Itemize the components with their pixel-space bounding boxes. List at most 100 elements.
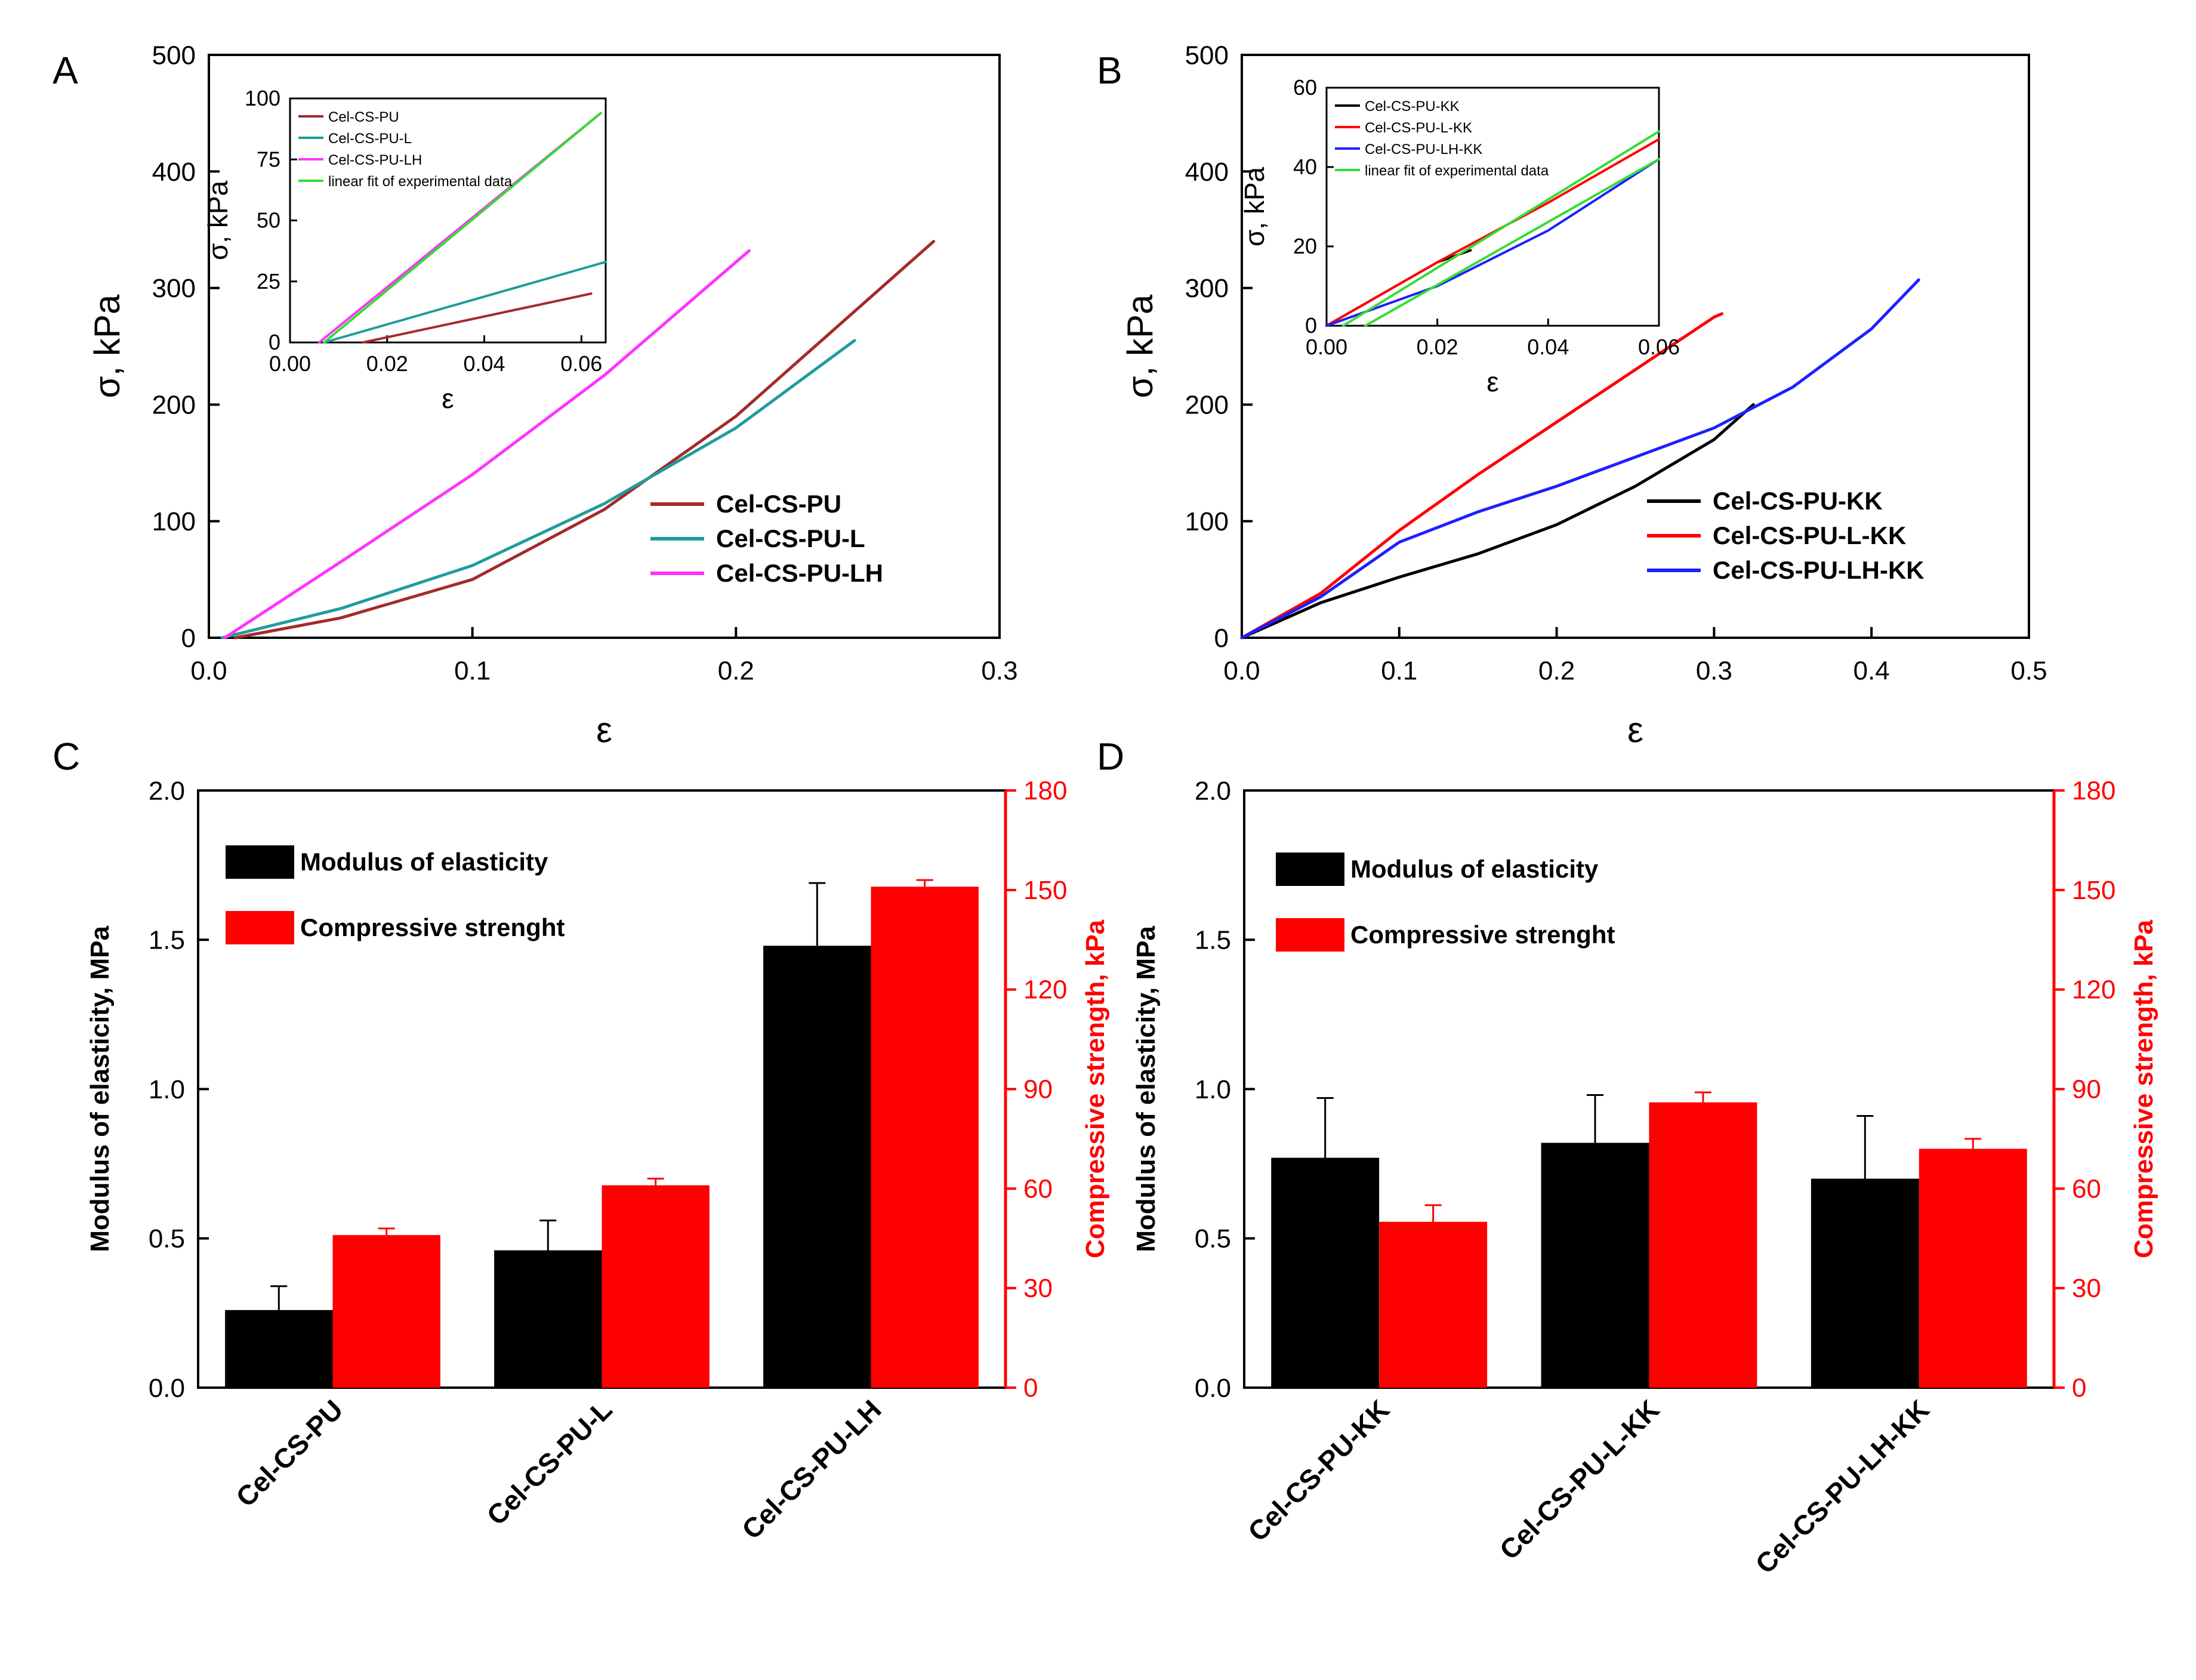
- left-axis-tick-label: 1.5: [1195, 926, 1231, 955]
- inset-legend-label: Cel-CS-PU: [328, 109, 399, 125]
- left-axis-tick-label: 1.0: [149, 1075, 185, 1104]
- inset-xtick-label: 0.02: [366, 351, 408, 376]
- legend-label: Modulus of elasticity: [300, 848, 548, 876]
- legend-swatch: [226, 911, 294, 944]
- series-line-1: [1240, 312, 1724, 640]
- inset-x-axis-label: ε: [442, 383, 454, 414]
- plot-frame: [1241, 54, 2030, 639]
- main-xtick-label: 0.0: [1223, 656, 1260, 685]
- inset-ytick-label: 0: [1305, 313, 1317, 338]
- main-xtick-label: 0.3: [981, 656, 1017, 685]
- y-axis-tick-label: 500: [152, 41, 196, 70]
- legend-swatch: [1276, 918, 1344, 952]
- y-axis-label: σ, kPa: [87, 294, 127, 398]
- right-axis-tick-label: 180: [2072, 776, 2115, 805]
- legend-swatch: [1276, 853, 1344, 886]
- inset-series-line-4: [1364, 158, 1660, 327]
- legend-label: Modulus of elasticity: [1350, 855, 1599, 883]
- inset-series-line-3: [323, 112, 602, 344]
- y-axis-tick-label: 400: [1185, 158, 1229, 187]
- bar-modulus: [225, 1310, 333, 1388]
- y-axis-tick-label: 500: [1185, 41, 1229, 70]
- inset-ytick-label: 60: [1293, 75, 1317, 100]
- legend-label: Cel-CS-PU-LH-KK: [1713, 556, 1924, 584]
- y-axis-tick-label: 0: [1214, 623, 1229, 653]
- series-line-2: [223, 249, 751, 640]
- inset-series-line-0: [362, 292, 593, 344]
- inset-legend-label: linear fit of experimental data: [328, 174, 513, 190]
- y-axis-tick-label: 300: [1185, 274, 1229, 303]
- y-axis-tick-label: 200: [152, 391, 196, 420]
- inset-ytick-label: 0: [269, 330, 280, 354]
- legend-swatch: [226, 845, 294, 879]
- inset-xtick-label: 0.04: [1527, 335, 1569, 359]
- y-axis-tick-label: 300: [152, 274, 196, 303]
- inset-y-axis-label: σ, kPa: [1239, 166, 1270, 246]
- main-xtick-label: 0.3: [1696, 656, 1732, 685]
- inset-xtick-label: 0.06: [1638, 335, 1680, 359]
- main-xtick-label: 0.1: [1381, 656, 1417, 685]
- series-line-2: [1240, 278, 1920, 640]
- inset-legend-label: Cel-CS-PU-LH: [328, 152, 422, 168]
- inset-ytick-label: 40: [1293, 155, 1317, 179]
- inset-xtick-label: 0.06: [560, 351, 602, 376]
- panel-label: A: [53, 49, 78, 92]
- bar-modulus: [1541, 1142, 1649, 1388]
- inset-legend-label: linear fit of experimental data: [1365, 163, 1549, 179]
- inset-y-axis-label: σ, kPa: [202, 180, 233, 260]
- legend-label: Cel-CS-PU-KK: [1713, 487, 1883, 515]
- series-line-0: [233, 240, 936, 640]
- bar-strength: [332, 1235, 440, 1388]
- main-xtick-label: 0.0: [190, 656, 227, 685]
- inset-legend-label: Cel-CS-PU-L-KK: [1365, 120, 1472, 136]
- main-xtick-label: 0.2: [1538, 656, 1575, 685]
- inset-series-line-3: [1341, 130, 1660, 327]
- legend-label: Cel-CS-PU-L: [716, 524, 865, 552]
- inset-legend-label: Cel-CS-PU-L: [328, 131, 412, 147]
- right-axis-label: Compressive strength, kPa: [1081, 919, 1110, 1258]
- bar-strength: [1649, 1102, 1757, 1388]
- inset-ytick-label: 100: [245, 86, 280, 110]
- right-axis-tick-label: 0: [2072, 1373, 2086, 1403]
- right-axis-tick-label: 90: [2072, 1075, 2101, 1104]
- inset-ytick-label: 25: [257, 269, 280, 294]
- panel-label: D: [1097, 735, 1124, 778]
- left-axis-label: Modulus of elasticity, MPa: [1131, 926, 1161, 1252]
- panel-label: C: [53, 735, 80, 778]
- x-axis-label: ε: [1627, 710, 1643, 750]
- plot-frame: [208, 54, 1001, 639]
- panel-label: B: [1097, 49, 1122, 92]
- right-axis-tick-label: 30: [1023, 1274, 1053, 1303]
- bar-strength: [1379, 1221, 1488, 1388]
- left-axis-tick-label: 0.0: [1195, 1373, 1231, 1403]
- inset-x-axis-label: ε: [1486, 366, 1499, 397]
- series-line-1: [220, 339, 856, 640]
- y-axis-tick-label: 100: [1185, 507, 1229, 536]
- inset-ytick-label: 75: [257, 147, 280, 171]
- main-xtick-label: 0.2: [718, 656, 754, 685]
- right-axis-tick-label: 120: [2072, 975, 2115, 1005]
- y-axis-tick-label: 200: [1185, 391, 1229, 420]
- inset-frame: [1325, 87, 1660, 327]
- y-axis-tick-label: 0: [181, 623, 196, 653]
- bar-modulus: [1811, 1178, 1919, 1388]
- bar-strength: [602, 1185, 710, 1388]
- left-axis-tick-label: 0.5: [1195, 1224, 1231, 1253]
- category-label: Cel-CS-PU-L: [480, 1394, 618, 1531]
- inset-xtick-label: 0.00: [269, 351, 311, 376]
- category-label: Cel-CS-PU: [230, 1394, 348, 1512]
- main-xtick-label: 0.1: [454, 656, 491, 685]
- y-axis-label: σ, kPa: [1120, 294, 1160, 398]
- left-axis-tick-label: 0.0: [149, 1373, 185, 1403]
- inset-xtick-label: 0.04: [463, 351, 505, 376]
- right-axis-tick-label: 180: [1023, 776, 1067, 805]
- inset-xtick-label: 0.00: [1306, 335, 1347, 359]
- bar-strength: [1919, 1148, 2027, 1388]
- inset-legend-label: Cel-CS-PU-KK: [1365, 98, 1460, 115]
- left-axis-tick-label: 1.5: [149, 926, 185, 955]
- right-axis-tick-label: 0: [1023, 1373, 1038, 1403]
- inset-xtick-label: 0.02: [1417, 335, 1458, 359]
- inset-ytick-label: 50: [257, 208, 280, 233]
- y-axis-tick-label: 400: [152, 158, 196, 187]
